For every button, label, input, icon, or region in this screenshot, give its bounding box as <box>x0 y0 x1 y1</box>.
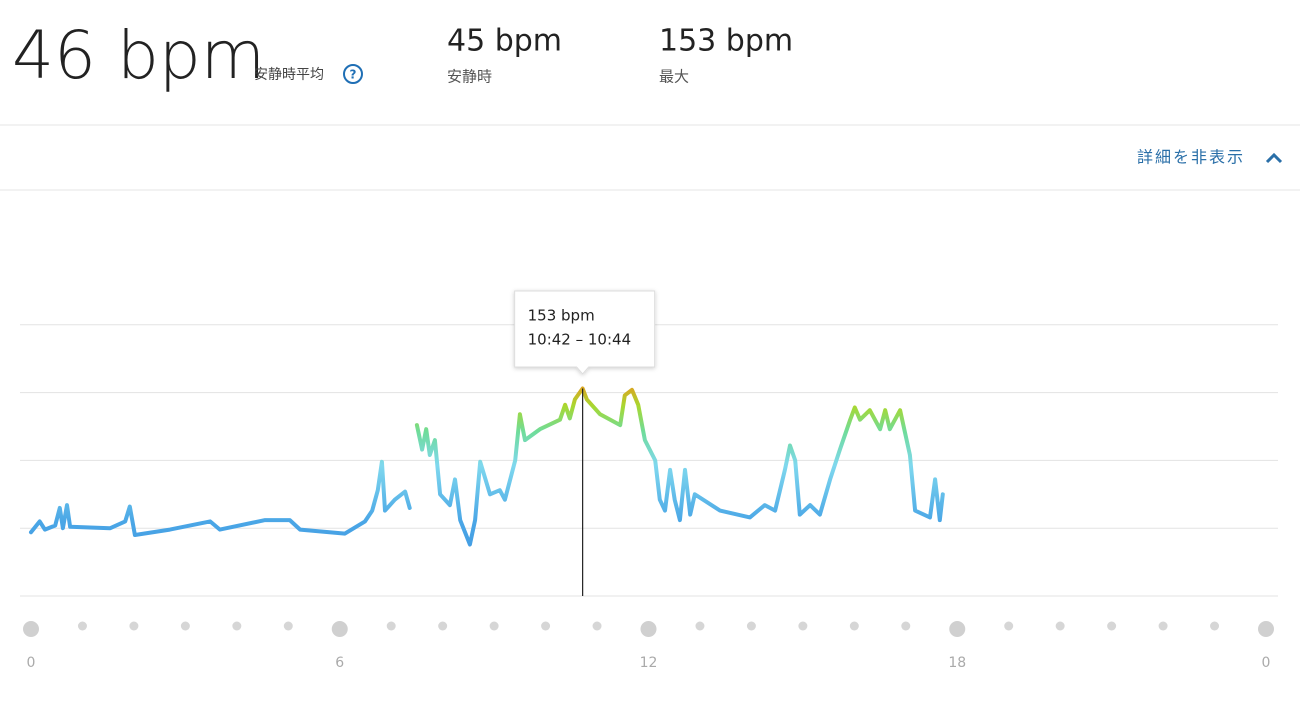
max-value: 153 bpm <box>659 24 793 59</box>
average-label: 安静時平均 <box>254 67 324 83</box>
hour-dot <box>592 621 602 631</box>
max-label: 最大 <box>659 68 689 86</box>
hour-dot <box>129 621 139 631</box>
hour-dot <box>901 621 911 631</box>
x-tick-label: 6 <box>335 655 344 671</box>
tooltip-box <box>514 290 656 375</box>
tooltip-range: 10:42 – 10:44 <box>528 331 632 349</box>
x-tick-label: 18 <box>948 655 966 671</box>
hour-dot <box>438 621 448 631</box>
toggle-details[interactable]: 詳細を非表示 <box>1137 148 1245 167</box>
average-value: 46 bpm <box>12 17 265 94</box>
resting-value: 45 bpm <box>447 24 562 59</box>
hour-dot <box>541 621 551 631</box>
help-icon-text: ? <box>350 68 357 82</box>
hour-dot <box>77 621 87 631</box>
hour-dot <box>798 621 808 631</box>
x-tick-label: 12 <box>640 655 658 671</box>
hour-dot <box>1004 621 1014 631</box>
x-tick-dot <box>1258 621 1274 637</box>
hour-dot <box>1107 621 1117 631</box>
x-tick-dot <box>949 621 966 637</box>
hour-dot <box>849 621 859 631</box>
hour-dot <box>746 621 756 631</box>
hour-dot <box>232 621 242 631</box>
x-tick-dot <box>331 621 348 637</box>
hour-dot <box>386 621 396 631</box>
tooltip: 153 bpm 10:42 – 10:44 <box>514 290 656 375</box>
hour-dot <box>489 621 499 631</box>
plot: 0 6 12 18 0 153 bpm 10:42 – 10:44 <box>20 290 1278 671</box>
hour-dot <box>1055 621 1065 631</box>
help-icon[interactable] <box>343 64 363 84</box>
resting-label: 安静時 <box>447 68 492 86</box>
x-tick-dot <box>23 621 39 637</box>
tooltip-title: 153 bpm <box>528 307 595 325</box>
hour-dot <box>695 621 705 631</box>
x-tick-label: 0 <box>27 655 36 671</box>
hour-dot <box>283 621 293 631</box>
hour-dot <box>1210 621 1220 631</box>
hour-dot <box>1158 621 1168 631</box>
hour-dot <box>180 621 190 631</box>
heart-rate-line <box>29 386 945 547</box>
x-tick-label: 0 <box>1262 655 1271 671</box>
x-tick-dot <box>640 621 657 637</box>
chevron-up[interactable] <box>1265 152 1283 164</box>
